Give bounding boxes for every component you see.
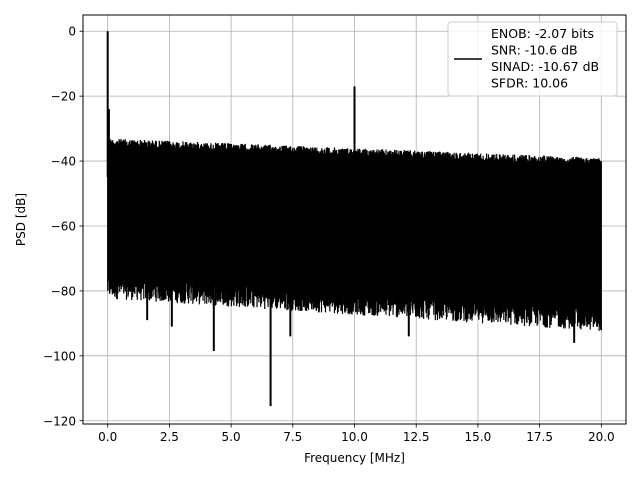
legend-entry-sfdr: SFDR: 10.06 xyxy=(491,76,568,91)
y-tick-label: −40 xyxy=(51,155,76,169)
y-tick-label: −20 xyxy=(51,90,76,104)
y-tick-label: −100 xyxy=(43,349,76,363)
x-tick-label: 7.5 xyxy=(283,430,302,444)
x-tick-label: 10.0 xyxy=(341,430,368,444)
plot-area xyxy=(106,31,602,407)
y-tick-label: −80 xyxy=(51,284,76,298)
legend-box xyxy=(447,21,618,97)
x-tick-label: 5.0 xyxy=(222,430,241,444)
x-tick-label: 20.0 xyxy=(588,430,615,444)
y-tick-label: −120 xyxy=(43,414,76,428)
x-tick-label: 12.5 xyxy=(403,430,430,444)
y-axis: 0 −20 −40 −60 −80 −100 −120 xyxy=(43,25,83,428)
y-tick-label: −60 xyxy=(51,219,76,233)
x-axis-label: Frequency [MHz] xyxy=(304,451,405,465)
legend-entry-snr: SNR: -10.6 dB xyxy=(491,43,578,58)
x-axis: 0.0 2.5 5.0 7.5 10.0 12.5 15.0 17.5 20.0 xyxy=(98,424,615,444)
y-axis-label: PSD [dB] xyxy=(14,193,28,246)
legend: ENOB: -2.07 bits SNR: -10.6 dB SINAD: -1… xyxy=(447,21,618,97)
x-tick-label: 2.5 xyxy=(160,430,179,444)
psd-noise-band xyxy=(107,144,602,298)
x-tick-label: 0.0 xyxy=(98,430,117,444)
y-tick-label: 0 xyxy=(68,25,76,39)
x-tick-label: 17.5 xyxy=(526,430,553,444)
legend-entry-enob: ENOB: -2.07 bits xyxy=(491,26,594,41)
x-tick-label: 15.0 xyxy=(465,430,492,444)
legend-entry-sinad: SINAD: -10.67 dB xyxy=(491,59,599,74)
